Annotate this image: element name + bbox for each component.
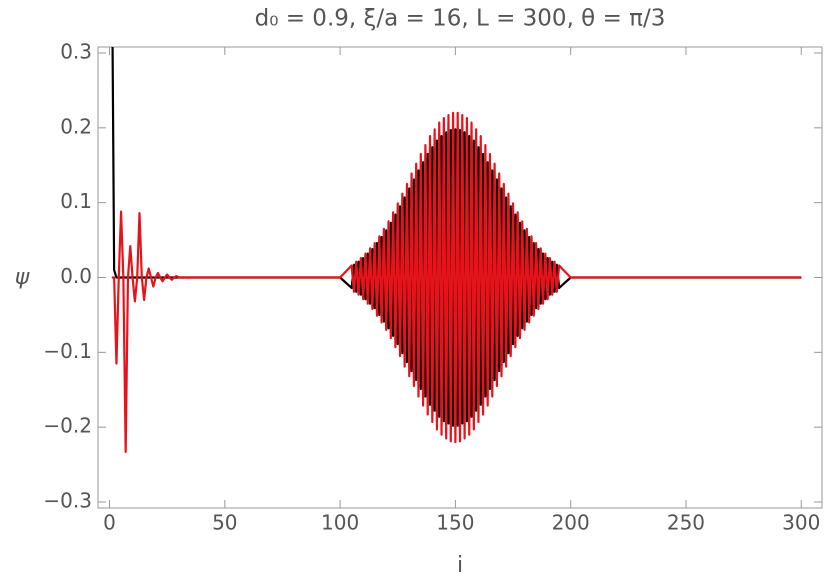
x-tick-label: 250 — [667, 511, 705, 535]
x-tick-label: 150 — [436, 511, 474, 535]
y-tick-label: 0.1 — [60, 189, 92, 213]
y-tick-label: −0.2 — [43, 414, 92, 438]
x-tick-label: 0 — [103, 511, 116, 535]
y-tick-label: −0.3 — [43, 489, 92, 513]
y-tick-label: 0.3 — [60, 39, 92, 63]
x-tick-label: 300 — [782, 511, 820, 535]
series-line — [111, 111, 802, 453]
x-tick-label: 200 — [552, 511, 590, 535]
x-axis-label: i — [457, 553, 463, 578]
x-tick-label: 50 — [212, 511, 237, 535]
chart-title: d₀ = 0.9, ξ/a = 16, L = 300, θ = π/3 — [255, 6, 666, 32]
y-tick-label: 0.0 — [60, 264, 92, 288]
x-tick-label: 100 — [321, 511, 359, 535]
y-tick-label: 0.2 — [60, 114, 92, 138]
y-tick-label: −0.1 — [43, 339, 92, 363]
y-axis-label: ψ — [15, 265, 30, 290]
